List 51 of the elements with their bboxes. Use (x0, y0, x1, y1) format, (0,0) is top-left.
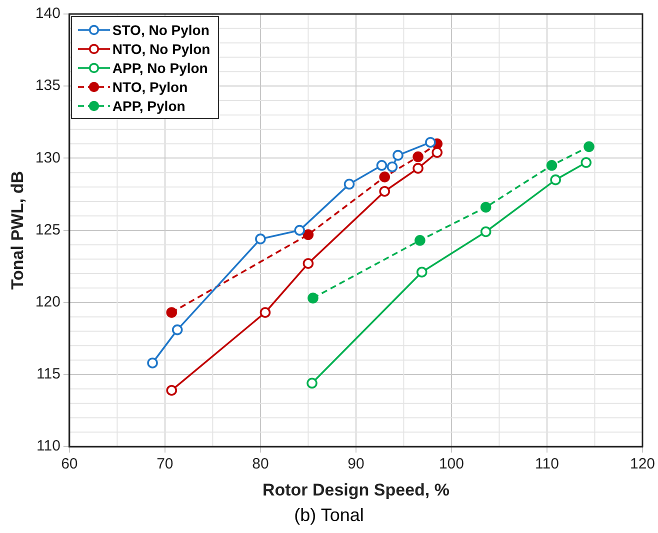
point (412, 151, 424, 162)
point (302, 258, 314, 269)
legend-label: APP, Pylon (112, 98, 186, 114)
point (414, 234, 426, 246)
x-tick-label: 80 (252, 456, 269, 473)
point (302, 229, 314, 240)
point (550, 174, 561, 186)
point (147, 358, 158, 368)
point (386, 161, 398, 172)
point (379, 172, 390, 182)
point (584, 141, 594, 152)
legend-label: NTO, Pylon (112, 78, 188, 94)
y-tick-label: 135 (35, 77, 60, 94)
point (379, 186, 390, 197)
y-axis-title: Tonal PWL, dB (8, 170, 27, 290)
x-tick-label: 100 (438, 456, 464, 473)
x-tick-label: 90 (348, 456, 364, 473)
text: (b) Tonal (293, 505, 365, 526)
y-tick-label: 120 (35, 294, 60, 311)
y-tick-label: 115 (36, 366, 60, 383)
point (392, 150, 404, 161)
y-tick-label: 125 (35, 221, 60, 238)
legend-label: APP, No Pylon (112, 60, 208, 76)
point (412, 162, 424, 174)
point (260, 307, 271, 318)
x-tick-label: 110 (535, 456, 559, 473)
point (432, 147, 443, 158)
point (255, 234, 266, 244)
point (376, 160, 388, 171)
x-axis-title: Rotor Design Speed, % (262, 480, 450, 500)
legend-label: NTO, No Pylon (112, 40, 210, 56)
x-tick-label: 70 (156, 456, 174, 473)
legend-label: STO, No Pylon (112, 22, 210, 38)
y-tick-label: 110 (36, 438, 60, 455)
x-tick-label: 60 (61, 456, 78, 473)
point (546, 160, 558, 171)
point (294, 224, 306, 236)
point (166, 307, 178, 318)
point (425, 136, 436, 148)
point (166, 384, 178, 396)
point (344, 178, 355, 190)
point (480, 226, 492, 238)
y-tick-label: 130 (35, 149, 60, 166)
point (580, 157, 592, 168)
point (480, 202, 492, 213)
y-tick-label: 140 (35, 5, 60, 22)
point (416, 266, 428, 278)
x-tick-label: 120 (630, 456, 655, 473)
point (306, 378, 318, 389)
point (308, 292, 318, 304)
point (172, 324, 183, 336)
